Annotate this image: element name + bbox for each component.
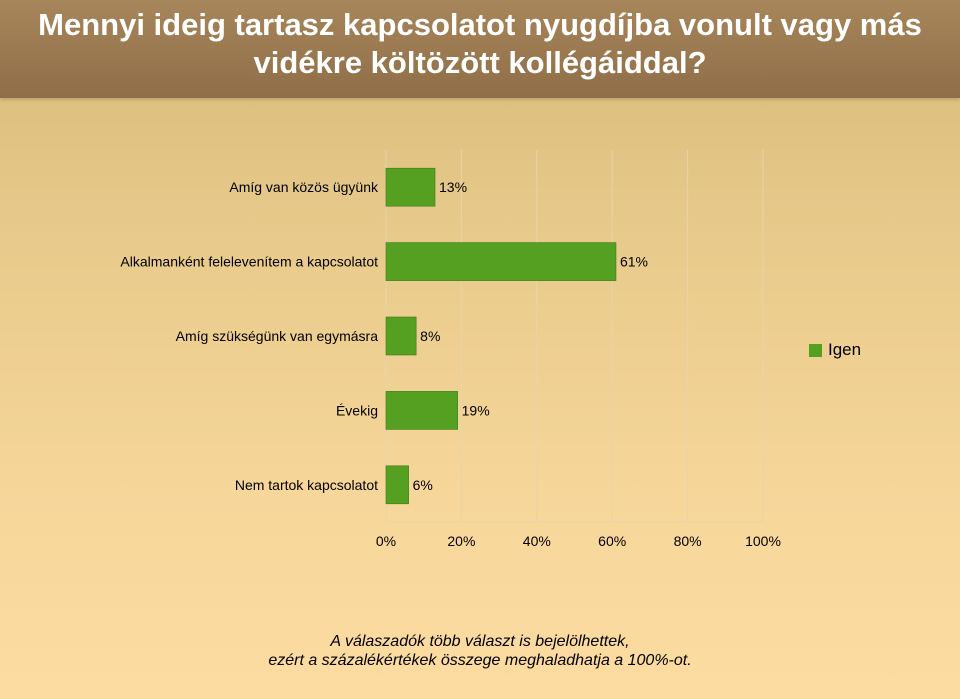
bar-4 bbox=[385, 465, 409, 505]
legend: Igen bbox=[809, 340, 861, 360]
category-label-2: Amíg szükségünk van egymásra bbox=[176, 328, 379, 344]
x-tick-label-2: 40% bbox=[523, 533, 551, 549]
x-tick-label-5: 100% bbox=[745, 533, 781, 549]
footnote-line-1: A válaszadók több választ is bejelölhett… bbox=[330, 633, 630, 650]
x-tick-label-4: 80% bbox=[674, 533, 702, 549]
legend-label: Igen bbox=[828, 340, 862, 359]
bar-0 bbox=[385, 167, 436, 207]
footnote-line-2: ezért a százalékértékek összege meghalad… bbox=[268, 652, 692, 669]
category-label-3: Évekig bbox=[336, 402, 378, 418]
data-label-2: 8% bbox=[420, 328, 440, 344]
x-tick-label-3: 60% bbox=[598, 533, 626, 549]
category-label-0: Amíg van közös ügyünk bbox=[229, 179, 379, 195]
page-title: Mennyi ideig tartasz kapcsolatot nyugdíj… bbox=[38, 7, 922, 80]
data-label-1: 61% bbox=[620, 254, 648, 270]
category-label-4: Nem tartok kapcsolatot bbox=[235, 477, 378, 493]
bar-2 bbox=[385, 316, 417, 356]
legend-swatch bbox=[809, 343, 822, 357]
footnote: A válaszadók több választ is bejelölhett… bbox=[0, 632, 960, 670]
category-label-1: Alkalmanként felelevenítem a kapcsolatot bbox=[120, 254, 378, 270]
x-tick-label-0: 0% bbox=[376, 533, 396, 549]
title-banner: Mennyi ideig tartasz kapcsolatot nyugdíj… bbox=[0, 0, 960, 98]
bar-3 bbox=[385, 391, 458, 430]
x-tick-label-1: 20% bbox=[447, 533, 475, 549]
data-label-4: 6% bbox=[413, 477, 433, 493]
data-label-0: 13% bbox=[439, 179, 467, 195]
bar-1 bbox=[385, 242, 617, 281]
data-label-3: 19% bbox=[462, 402, 490, 418]
